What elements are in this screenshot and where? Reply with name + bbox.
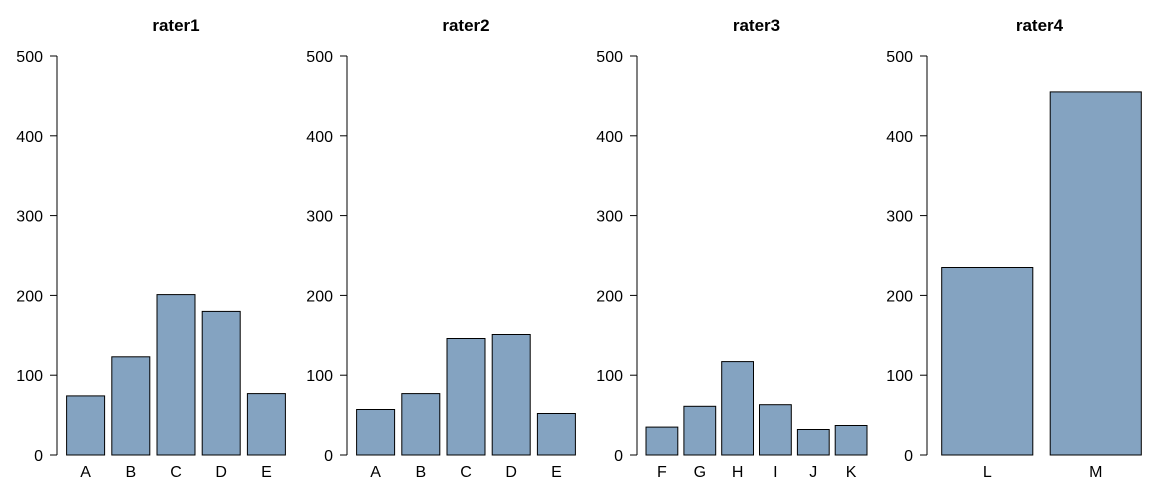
x-tick-label: L bbox=[983, 464, 992, 478]
x-tick-label: I bbox=[773, 464, 777, 478]
y-tick-label: 0 bbox=[614, 448, 623, 465]
x-tick-label: D bbox=[215, 464, 227, 478]
chart-title: rater2 bbox=[442, 16, 489, 35]
bar-D bbox=[491, 334, 531, 456]
y-tick-label: 500 bbox=[306, 49, 333, 66]
bar-D bbox=[201, 310, 241, 456]
y-tick-label: 300 bbox=[596, 209, 623, 226]
y-tick-label: 0 bbox=[904, 448, 913, 465]
chart-title: rater1 bbox=[152, 16, 199, 35]
bar-E bbox=[536, 413, 576, 456]
x-tick-label: C bbox=[170, 464, 182, 478]
bar-C bbox=[446, 338, 486, 456]
y-tick-label: 500 bbox=[596, 49, 623, 66]
y-tick-label: 200 bbox=[886, 288, 913, 305]
x-tick-label: C bbox=[460, 464, 472, 478]
y-tick-label: 100 bbox=[596, 368, 623, 385]
bar-M bbox=[1049, 91, 1142, 456]
y-tick-label: 100 bbox=[306, 368, 333, 385]
bar-K bbox=[834, 425, 868, 456]
y-tick-label: 300 bbox=[886, 209, 913, 226]
y-tick-label: 0 bbox=[324, 448, 333, 465]
bar-I bbox=[759, 404, 792, 456]
bar-J bbox=[796, 429, 830, 456]
chart-title: rater3 bbox=[733, 16, 780, 35]
x-tick-label: E bbox=[551, 464, 562, 478]
x-tick-label: M bbox=[1089, 464, 1102, 478]
y-tick-label: 400 bbox=[306, 129, 333, 146]
x-tick-label: D bbox=[505, 464, 517, 478]
y-tick-label: 400 bbox=[596, 129, 623, 146]
bar-F bbox=[645, 426, 679, 456]
bar-H bbox=[721, 361, 755, 456]
y-tick-label: 0 bbox=[34, 448, 43, 465]
y-tick-label: 200 bbox=[16, 288, 43, 305]
x-tick-label: B bbox=[125, 464, 136, 478]
y-tick-label: 400 bbox=[886, 129, 913, 146]
chart-panel-4: rater4 0 100 200 300 400 500 L M bbox=[886, 16, 1142, 478]
bar-C bbox=[156, 294, 196, 456]
chart-panel-1: rater1 0 100 200 300 400 500 A B C D E bbox=[16, 16, 286, 478]
y-tick-label: 400 bbox=[16, 129, 43, 146]
x-tick-label: B bbox=[415, 464, 426, 478]
x-tick-label: A bbox=[80, 464, 91, 478]
bar-B bbox=[111, 356, 151, 456]
x-tick-label: E bbox=[261, 464, 272, 478]
bar-A bbox=[356, 409, 396, 456]
bar-E bbox=[246, 393, 286, 456]
y-tick-label: 300 bbox=[306, 209, 333, 226]
x-tick-label: F bbox=[657, 464, 667, 478]
y-tick-label: 500 bbox=[886, 49, 913, 66]
x-tick-label: H bbox=[732, 464, 744, 478]
y-tick-label: 200 bbox=[306, 288, 333, 305]
bar-A bbox=[66, 395, 106, 456]
y-tick-label: 100 bbox=[886, 368, 913, 385]
bar-L bbox=[941, 267, 1034, 456]
y-tick-label: 200 bbox=[596, 288, 623, 305]
y-tick-label: 300 bbox=[16, 209, 43, 226]
chart-panel-3: rater3 0 100 200 300 400 500 F G H I J K bbox=[596, 16, 868, 478]
y-tick-label: 100 bbox=[16, 368, 43, 385]
x-tick-label: J bbox=[809, 464, 817, 478]
bar-B bbox=[401, 393, 441, 456]
x-tick-label: K bbox=[846, 464, 857, 478]
chart-panel-2: rater2 0 100 200 300 400 500 A B C D E bbox=[306, 16, 576, 478]
bar-G bbox=[683, 405, 717, 456]
y-tick-label: 500 bbox=[16, 49, 43, 66]
x-tick-label: A bbox=[370, 464, 381, 478]
chart-title: rater4 bbox=[1016, 16, 1064, 35]
x-tick-label: G bbox=[694, 464, 706, 478]
